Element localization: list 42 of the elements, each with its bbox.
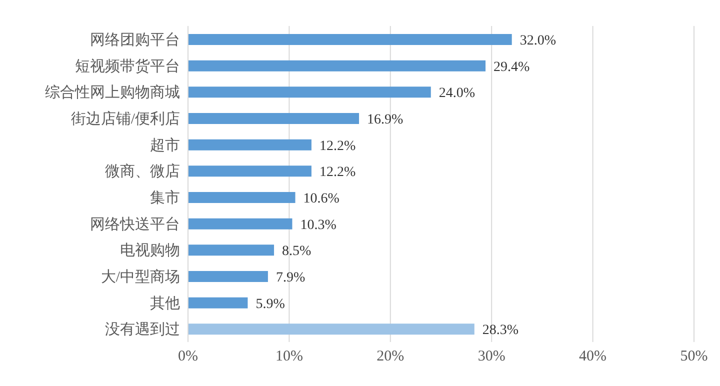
y-tick-label: 集市 <box>150 189 180 206</box>
data-label: 8.5% <box>282 244 312 260</box>
x-tick-label: 50% <box>680 348 708 365</box>
bar <box>188 271 268 282</box>
y-tick-label: 综合性网上购物商城 <box>45 84 180 102</box>
data-label: 24.0% <box>438 86 476 102</box>
x-tick-label: 10% <box>275 348 303 365</box>
bar <box>188 218 292 230</box>
bar <box>188 324 474 335</box>
bar <box>188 86 431 98</box>
data-label: 29.4% <box>494 60 530 75</box>
y-tick-label: 电视购物 <box>120 242 180 260</box>
data-label: 10.3% <box>300 218 337 233</box>
bar <box>188 34 512 45</box>
bar <box>188 244 274 256</box>
x-tick-label: 40% <box>579 348 607 365</box>
x-tick-label: 30% <box>478 348 506 365</box>
y-tick-label: 大/中型商场 <box>100 268 180 286</box>
bar <box>188 60 486 72</box>
bar <box>188 139 312 150</box>
x-tick-label: 0% <box>178 348 198 365</box>
y-tick-label: 街边店铺/便利店 <box>70 110 180 128</box>
bar <box>188 192 296 203</box>
data-label: 12.2% <box>319 165 356 180</box>
y-tick-label: 没有遇到过 <box>105 321 180 338</box>
data-label: 12.2% <box>319 138 356 154</box>
x-tick-label: 20% <box>376 348 404 365</box>
y-tick-label: 网络团购平台 <box>90 31 180 48</box>
y-tick-label: 其他 <box>150 294 180 312</box>
bar <box>188 113 360 124</box>
data-label: 32.0% <box>520 33 556 48</box>
y-tick-label: 短视频带货平台 <box>75 58 180 75</box>
data-label: 10.6% <box>303 191 340 206</box>
data-label: 16.9% <box>367 112 404 128</box>
bar <box>188 297 248 308</box>
bar <box>188 166 312 177</box>
data-label: 5.9% <box>256 296 286 312</box>
y-tick-label: 超市 <box>150 136 180 154</box>
y-tick-label: 网络快送平台 <box>90 216 180 233</box>
data-label: 28.3% <box>482 323 519 338</box>
data-label: 7.9% <box>276 270 306 286</box>
y-tick-label: 微商、微店 <box>105 163 180 180</box>
